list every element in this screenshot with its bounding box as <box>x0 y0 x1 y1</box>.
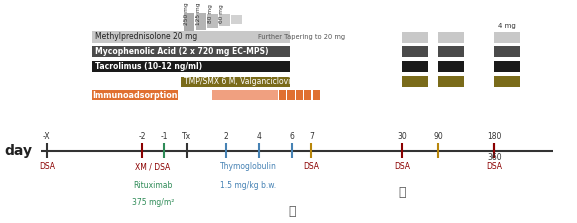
Text: 180: 180 <box>487 132 501 141</box>
FancyBboxPatch shape <box>402 32 428 43</box>
FancyBboxPatch shape <box>494 76 520 87</box>
Text: Mycophenolic Acid (2 x 720 mg EC-MPS): Mycophenolic Acid (2 x 720 mg EC-MPS) <box>95 47 268 56</box>
Text: 4 mg: 4 mg <box>499 23 516 29</box>
Text: 1.5 mg/kg b.w.: 1.5 mg/kg b.w. <box>220 181 276 190</box>
FancyBboxPatch shape <box>439 76 464 87</box>
FancyBboxPatch shape <box>296 90 303 100</box>
Text: Rituximab: Rituximab <box>133 181 173 190</box>
FancyBboxPatch shape <box>92 46 290 58</box>
FancyBboxPatch shape <box>402 76 428 87</box>
Text: Methylprednisolone 20 mg: Methylprednisolone 20 mg <box>95 32 197 41</box>
Text: DSA: DSA <box>486 162 503 171</box>
Text: 125 mg: 125 mg <box>196 2 201 25</box>
Text: DSA: DSA <box>39 162 55 171</box>
Text: 90: 90 <box>434 132 443 141</box>
Text: 30: 30 <box>397 132 407 141</box>
Text: Immunoadsorption: Immunoadsorption <box>92 91 178 100</box>
FancyBboxPatch shape <box>207 14 218 28</box>
Text: 360: 360 <box>487 153 502 162</box>
FancyBboxPatch shape <box>439 46 464 58</box>
FancyBboxPatch shape <box>184 12 194 32</box>
Text: 🔬: 🔬 <box>288 205 295 218</box>
FancyBboxPatch shape <box>402 46 428 58</box>
Text: 375 mg/m²: 375 mg/m² <box>132 198 174 207</box>
FancyBboxPatch shape <box>287 90 295 100</box>
Text: -2: -2 <box>138 132 145 141</box>
FancyBboxPatch shape <box>92 31 290 43</box>
Text: 6: 6 <box>290 132 294 141</box>
Text: XM / DSA: XM / DSA <box>136 162 171 171</box>
Text: 2: 2 <box>223 132 228 141</box>
Text: Thymoglobulin: Thymoglobulin <box>220 162 276 171</box>
Text: Tx: Tx <box>182 132 191 141</box>
FancyBboxPatch shape <box>402 61 428 72</box>
Text: DSA: DSA <box>394 162 410 171</box>
FancyBboxPatch shape <box>181 76 290 87</box>
FancyBboxPatch shape <box>92 61 290 72</box>
FancyBboxPatch shape <box>439 32 464 43</box>
Text: 80 mg: 80 mg <box>208 4 213 23</box>
FancyBboxPatch shape <box>313 90 320 100</box>
FancyBboxPatch shape <box>279 90 286 100</box>
Text: -1: -1 <box>160 132 168 141</box>
FancyBboxPatch shape <box>219 14 230 26</box>
Text: day: day <box>5 144 33 158</box>
Text: -X: -X <box>43 132 51 141</box>
Text: Further Tapering to 20 mg: Further Tapering to 20 mg <box>258 34 345 40</box>
Text: 7: 7 <box>309 132 314 141</box>
FancyBboxPatch shape <box>439 61 464 72</box>
FancyBboxPatch shape <box>212 90 278 100</box>
FancyBboxPatch shape <box>92 90 178 100</box>
FancyBboxPatch shape <box>196 13 206 30</box>
FancyBboxPatch shape <box>494 61 520 72</box>
FancyBboxPatch shape <box>304 90 312 100</box>
Text: 4: 4 <box>257 132 262 141</box>
FancyBboxPatch shape <box>494 46 520 58</box>
Text: DSA: DSA <box>304 162 320 171</box>
Text: TMP/SMX 6 M, Valganciclovir 3 M: TMP/SMX 6 M, Valganciclovir 3 M <box>185 77 310 86</box>
FancyBboxPatch shape <box>231 15 242 24</box>
Text: 60 mg: 60 mg <box>219 4 224 23</box>
Text: 250 mg: 250 mg <box>184 2 189 25</box>
Text: 🔬: 🔬 <box>398 186 406 199</box>
Text: Tacrolimus (10-12 ng/ml): Tacrolimus (10-12 ng/ml) <box>95 62 202 71</box>
FancyBboxPatch shape <box>494 32 520 43</box>
